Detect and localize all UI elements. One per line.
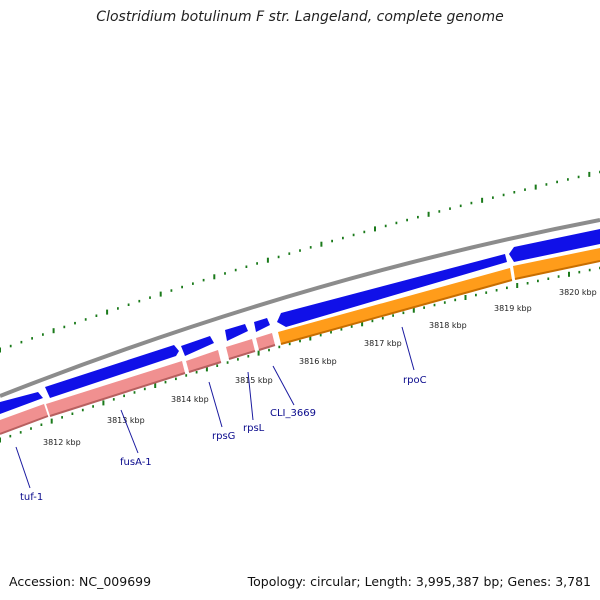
gene-label-rpsg[interactable]: rpsG — [212, 431, 235, 442]
reverse-strand-orange — [278, 248, 600, 345]
tick-label: 3813 kbp — [107, 416, 145, 425]
map-title: Clostridium botulinum F str. Langeland, … — [96, 9, 504, 25]
tick-label: 3814 kbp — [171, 395, 209, 404]
genome-backbone — [0, 218, 600, 398]
tick-label: 3812 kbp — [43, 438, 81, 447]
gene-label-rpsl[interactable]: rpsL — [243, 423, 265, 434]
gene-forward-5[interactable] — [254, 318, 270, 332]
gene-label-cli[interactable]: CLI_3669 — [270, 408, 316, 419]
gene-forward-7[interactable] — [509, 229, 600, 262]
tick-label: 3820 kbp — [559, 288, 597, 297]
gene-reverse-rna-1[interactable] — [0, 404, 48, 434]
gene-label-rpoc[interactable]: rpoC — [403, 375, 427, 386]
outer-tick-row — [0, 170, 600, 353]
gene-reverse-rna-3[interactable] — [186, 350, 221, 372]
gene-label-tuf[interactable]: tuf-1 — [20, 492, 43, 503]
gene-reverse-rna-4[interactable] — [226, 339, 255, 359]
genome-summary-text: Topology: circular; Length: 3,995,387 bp… — [247, 574, 591, 589]
gene-reverse-orange-2[interactable] — [513, 248, 600, 279]
gene-labels: tuf-1 fusA-1 rpsG rpsL CLI_3669 rpoC — [20, 375, 427, 503]
forward-strand-genes — [0, 229, 600, 414]
tick-label: 3819 kbp — [494, 304, 532, 313]
gene-reverse-orange-1[interactable] — [278, 268, 512, 344]
tick-label: 3816 kbp — [299, 357, 337, 366]
gene-forward-1[interactable] — [0, 392, 43, 414]
scale-labels: 3812 kbp 3813 kbp 3814 kbp 3815 kbp 3816… — [43, 288, 597, 447]
reverse-strand-rna — [0, 333, 276, 435]
gene-reverse-rna-2[interactable] — [46, 361, 185, 416]
gene-label-lines — [15, 326, 415, 489]
gene-forward-2[interactable] — [45, 345, 179, 398]
tick-label: 3818 kbp — [429, 321, 467, 330]
gene-label-fusa[interactable]: fusA-1 — [120, 457, 152, 468]
tick-label: 3817 kbp — [364, 339, 402, 348]
inner-tick-row — [0, 266, 600, 443]
gene-forward-6[interactable] — [277, 254, 507, 327]
gene-forward-4[interactable] — [225, 324, 248, 341]
accession-text: Accession: NC_009699 — [9, 574, 152, 589]
gene-forward-3[interactable] — [181, 336, 214, 356]
tick-label: 3815 kbp — [235, 376, 273, 385]
